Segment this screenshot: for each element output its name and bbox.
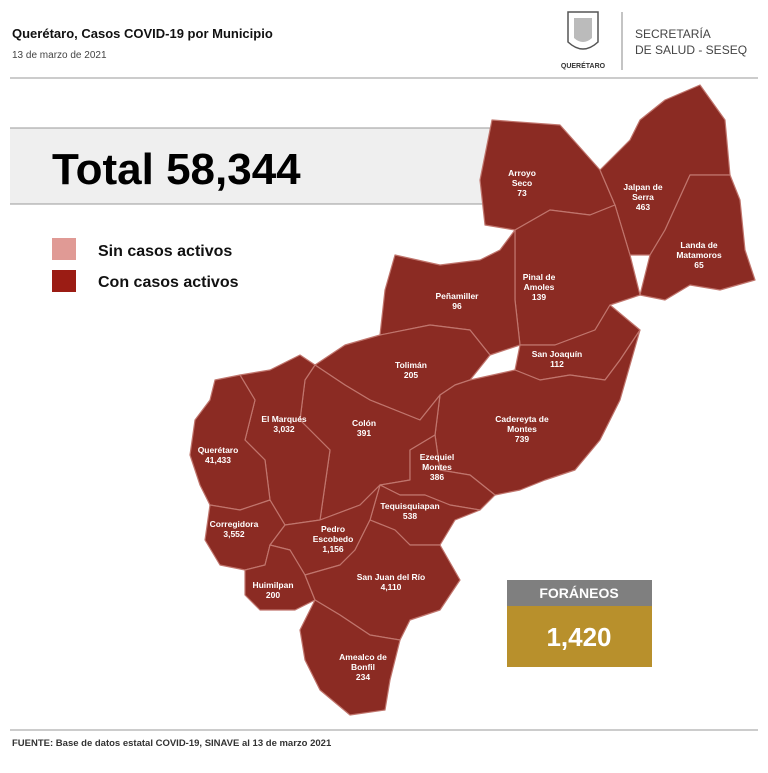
municipality-name: Matamoros: [676, 250, 722, 260]
municipality-name: Montes: [507, 424, 537, 434]
municipality-name: Colón: [352, 418, 376, 428]
total-band: [10, 128, 530, 204]
municipality-name: Seco: [512, 178, 532, 188]
total: Total 58,344: [52, 145, 301, 194]
region: [639, 174, 756, 301]
agency: DE SALUD - SESEQ: [635, 43, 747, 57]
date: 13 de marzo de 2021: [12, 50, 107, 61]
legend-swatch: [52, 238, 76, 260]
municipality-value: 96: [452, 301, 462, 311]
municipality-name: Amoles: [524, 282, 555, 292]
municipality-name: Arroyo: [508, 168, 536, 178]
logo-caption: QUERÉTARO: [561, 61, 606, 70]
foraneos-box: [507, 606, 652, 667]
region: [299, 599, 401, 716]
municipality-name: Jalpan de: [623, 182, 662, 192]
municipality-name: Pedro: [321, 524, 345, 534]
municipality-value: 65: [694, 260, 704, 270]
legend-label: Sin casos activos: [98, 243, 232, 260]
legend-swatch: [52, 270, 76, 292]
municipality-name: Querétaro: [198, 445, 239, 455]
municipality-name: Pinal de: [523, 272, 556, 282]
municipality-value: 139: [532, 292, 546, 302]
title: Querétaro, Casos COVID-19 por Municipio: [12, 26, 273, 41]
foraneos-header: [507, 580, 652, 606]
total-value: 58,344: [166, 145, 301, 194]
municipality-value: 205: [404, 370, 418, 380]
municipality-value: 538: [403, 511, 417, 521]
municipality-name: Serra: [632, 192, 654, 202]
map: [189, 84, 756, 716]
municipality-name: Tolimán: [395, 360, 427, 370]
municipality-value: 463: [636, 202, 650, 212]
municipality-value: 41,433: [205, 455, 231, 465]
municipality-value: 391: [357, 428, 371, 438]
municipality-name: Huimilpan: [252, 580, 293, 590]
municipality-name: Bonfil: [351, 662, 375, 672]
foraneos-value: 1,420: [546, 622, 611, 652]
municipality-value: 234: [356, 672, 370, 682]
source: FUENTE: Base de datos estatal COVID-19, …: [12, 738, 332, 749]
municipality-name: Peñamiller: [436, 291, 480, 301]
municipality-name: Tequisquiapan: [380, 501, 439, 511]
municipality-value: 200: [266, 590, 280, 600]
municipality-value: 386: [430, 472, 444, 482]
municipality-name: El Marqués: [261, 414, 307, 424]
municipality-name: Escobedo: [313, 534, 354, 544]
municipality-value: 739: [515, 434, 529, 444]
total-label: Total: [52, 145, 154, 194]
municipality-name: Landa de: [680, 240, 718, 250]
foraneos-label: FORÁNEOS: [539, 585, 618, 601]
legend-label: Con casos activos: [98, 274, 239, 291]
municipality-value: 73: [517, 188, 527, 198]
municipality-name: Ezequiel: [420, 452, 454, 462]
municipality-name: San Juan del Río: [357, 572, 426, 582]
municipality-name: San Joaquín: [532, 349, 583, 359]
municipality-value: 1,156: [322, 544, 344, 554]
agency: SECRETARÍA: [635, 26, 711, 41]
municipality-value: 3,032: [273, 424, 295, 434]
logo: QUERÉTARO: [561, 11, 606, 70]
municipality-value: 3,552: [223, 529, 245, 539]
municipality-name: Corregidora: [210, 519, 259, 529]
municipality-value: 112: [550, 359, 564, 369]
municipality-name: Amealco de: [339, 652, 387, 662]
municipality-name: Cadereyta de: [495, 414, 549, 424]
municipality-value: 4,110: [381, 582, 402, 592]
municipality-name: Montes: [422, 462, 452, 472]
